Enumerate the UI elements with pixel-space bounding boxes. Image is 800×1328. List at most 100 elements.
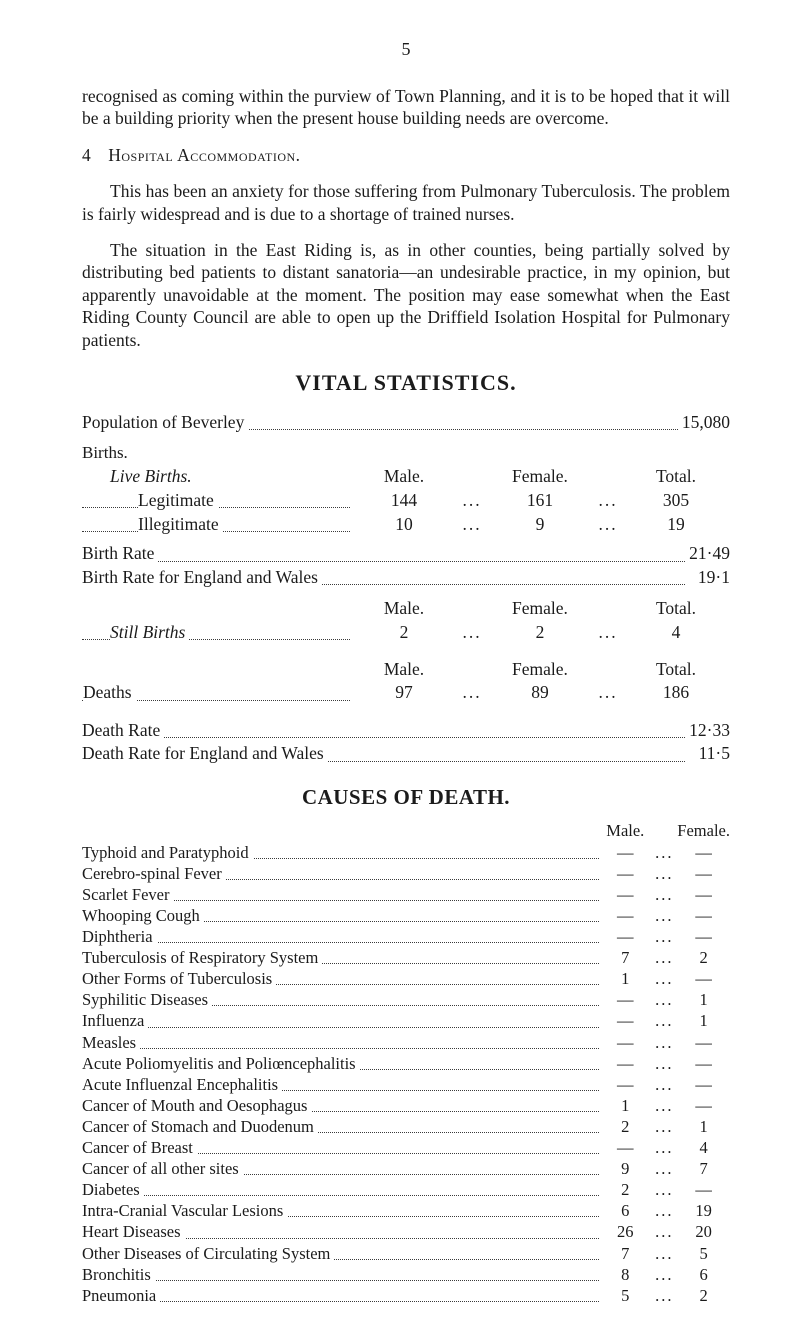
death-rate-rows: Death Rate 12·33 Death Rate for England … [82, 719, 730, 766]
col-total-3: Total. [622, 658, 730, 680]
cause-label: Scarlet Fever [82, 885, 174, 904]
cause-male: — [599, 884, 651, 905]
cause-label: Cerebro-spinal Fever [82, 864, 226, 883]
legitimate-female: 161 [486, 488, 594, 512]
cause-male: — [599, 1053, 651, 1074]
cause-female: 5 [677, 1243, 730, 1264]
cause-female: — [677, 926, 730, 947]
cause-label: Syphilitic Diseases [82, 990, 212, 1009]
table-row: Syphilitic Diseases—...1 [82, 989, 730, 1010]
table-row: Cerebro-spinal Fever—...— [82, 863, 730, 884]
col-male-3: Male. [350, 658, 458, 680]
table-row: Diabetes2...— [82, 1179, 730, 1200]
birth-rate-row: Birth Rate 21·49 Birth Rate for England … [82, 542, 730, 589]
cause-male: 26 [599, 1221, 651, 1242]
cause-female: 4 [677, 1137, 730, 1158]
cause-male: — [599, 989, 651, 1010]
table-row: Measles—...— [82, 1032, 730, 1053]
causes-col-male: Male. [599, 820, 651, 841]
cause-male: — [599, 1032, 651, 1053]
cause-female: — [677, 842, 730, 863]
table-row: Acute Influenzal Encephalitis—...— [82, 1074, 730, 1095]
col-total: Total. [622, 464, 730, 487]
cause-male: 8 [599, 1264, 651, 1285]
cause-male: 9 [599, 1158, 651, 1179]
table-row: Cancer of Breast—...4 [82, 1137, 730, 1158]
table-row: Heart Diseases26...20 [82, 1221, 730, 1242]
cause-label: Cancer of all other sites [82, 1159, 243, 1178]
cause-male: 2 [599, 1116, 651, 1137]
table-row: Influenza—...1 [82, 1010, 730, 1031]
col-female: Female. [486, 464, 594, 487]
cause-female: 7 [677, 1158, 730, 1179]
cause-female: — [677, 1179, 730, 1200]
cause-female: 2 [677, 947, 730, 968]
cause-female: 1 [677, 989, 730, 1010]
cause-female: — [677, 884, 730, 905]
cause-label: Bronchitis [82, 1265, 155, 1284]
cause-male: — [599, 842, 651, 863]
page-number: 5 [82, 38, 730, 61]
causes-col-female: Female. [677, 820, 730, 841]
illegitimate-male: 10 [350, 512, 458, 536]
cause-label: Typhoid and Paratyphoid [82, 843, 253, 862]
death-rate-ew-label: Death Rate for England and Wales [82, 743, 328, 763]
cause-male: 1 [599, 1095, 651, 1116]
table-row: Pneumonia5...2 [82, 1285, 730, 1306]
births-heading: Births. [82, 442, 730, 464]
vital-statistics-heading: VITAL STATISTICS. [82, 369, 730, 397]
death-rate-value: 12·33 [685, 720, 730, 740]
col-female-2: Female. [486, 597, 594, 619]
cause-label: Acute Poliomyelitis and Poliœncephalitis [82, 1054, 360, 1073]
cause-female: — [677, 1095, 730, 1116]
section-number: 4 [82, 145, 91, 165]
cause-male: — [599, 1074, 651, 1095]
still-births-table: Male. Female. Total. Still Births 2 ... … [82, 597, 730, 644]
population-label: Population of Beverley [82, 412, 248, 432]
cause-label: Acute Influenzal Encephalitis [82, 1075, 282, 1094]
cause-female: 1 [677, 1010, 730, 1031]
cause-female: — [677, 1053, 730, 1074]
table-row: Tuberculosis of Respiratory System7...2 [82, 947, 730, 968]
cause-male: — [599, 863, 651, 884]
paragraph-3: This has been an anxiety for those suffe… [82, 180, 730, 225]
cause-female: — [677, 863, 730, 884]
legitimate-total: 305 [622, 488, 730, 512]
paragraph-2: 4 Hospital Accommodation. [82, 144, 730, 166]
deaths-male: 97 [350, 680, 458, 704]
cause-female: — [677, 1032, 730, 1053]
paragraph-4: The situation in the East Riding is, as … [82, 239, 730, 351]
cause-label: Heart Diseases [82, 1222, 185, 1241]
illegitimate-total: 19 [622, 512, 730, 536]
table-row: Diphtheria—...— [82, 926, 730, 947]
cause-label: Other Diseases of Circulating System [82, 1244, 334, 1263]
legitimate-male: 144 [350, 488, 458, 512]
paragraph-1: recognised as coming within the purview … [82, 85, 730, 130]
cause-label: Other Forms of Tuberculosis [82, 969, 276, 988]
table-row: Other Forms of Tuberculosis1...— [82, 968, 730, 989]
population-value: 15,080 [678, 412, 730, 432]
birth-rate-label: Birth Rate [82, 543, 158, 563]
table-row: Cancer of Mouth and Oesophagus1...— [82, 1095, 730, 1116]
cause-female: — [677, 968, 730, 989]
legitimate-label: Legitimate [138, 490, 218, 510]
cause-male: — [599, 926, 651, 947]
illegitimate-label: Illegitimate [138, 514, 223, 534]
cause-female: 1 [677, 1116, 730, 1137]
col-female-3: Female. [486, 658, 594, 680]
cause-male: 7 [599, 947, 651, 968]
table-row: Other Diseases of Circulating System7...… [82, 1243, 730, 1264]
table-row: Acute Poliomyelitis and Poliœncephalitis… [82, 1053, 730, 1074]
cause-label: Diabetes [82, 1180, 144, 1199]
table-row: Intra-Cranial Vascular Lesions6...19 [82, 1200, 730, 1221]
causes-heading: CAUSES OF DEATH. [82, 784, 730, 811]
cause-male: 2 [599, 1179, 651, 1200]
table-row: Cancer of all other sites9...7 [82, 1158, 730, 1179]
cause-label: Measles [82, 1033, 140, 1052]
cause-label: Influenza [82, 1011, 148, 1030]
cause-female: — [677, 905, 730, 926]
cause-male: 6 [599, 1200, 651, 1221]
cause-male: 5 [599, 1285, 651, 1306]
death-rate-ew-value: 11·5 [695, 743, 730, 763]
cause-male: — [599, 1137, 651, 1158]
